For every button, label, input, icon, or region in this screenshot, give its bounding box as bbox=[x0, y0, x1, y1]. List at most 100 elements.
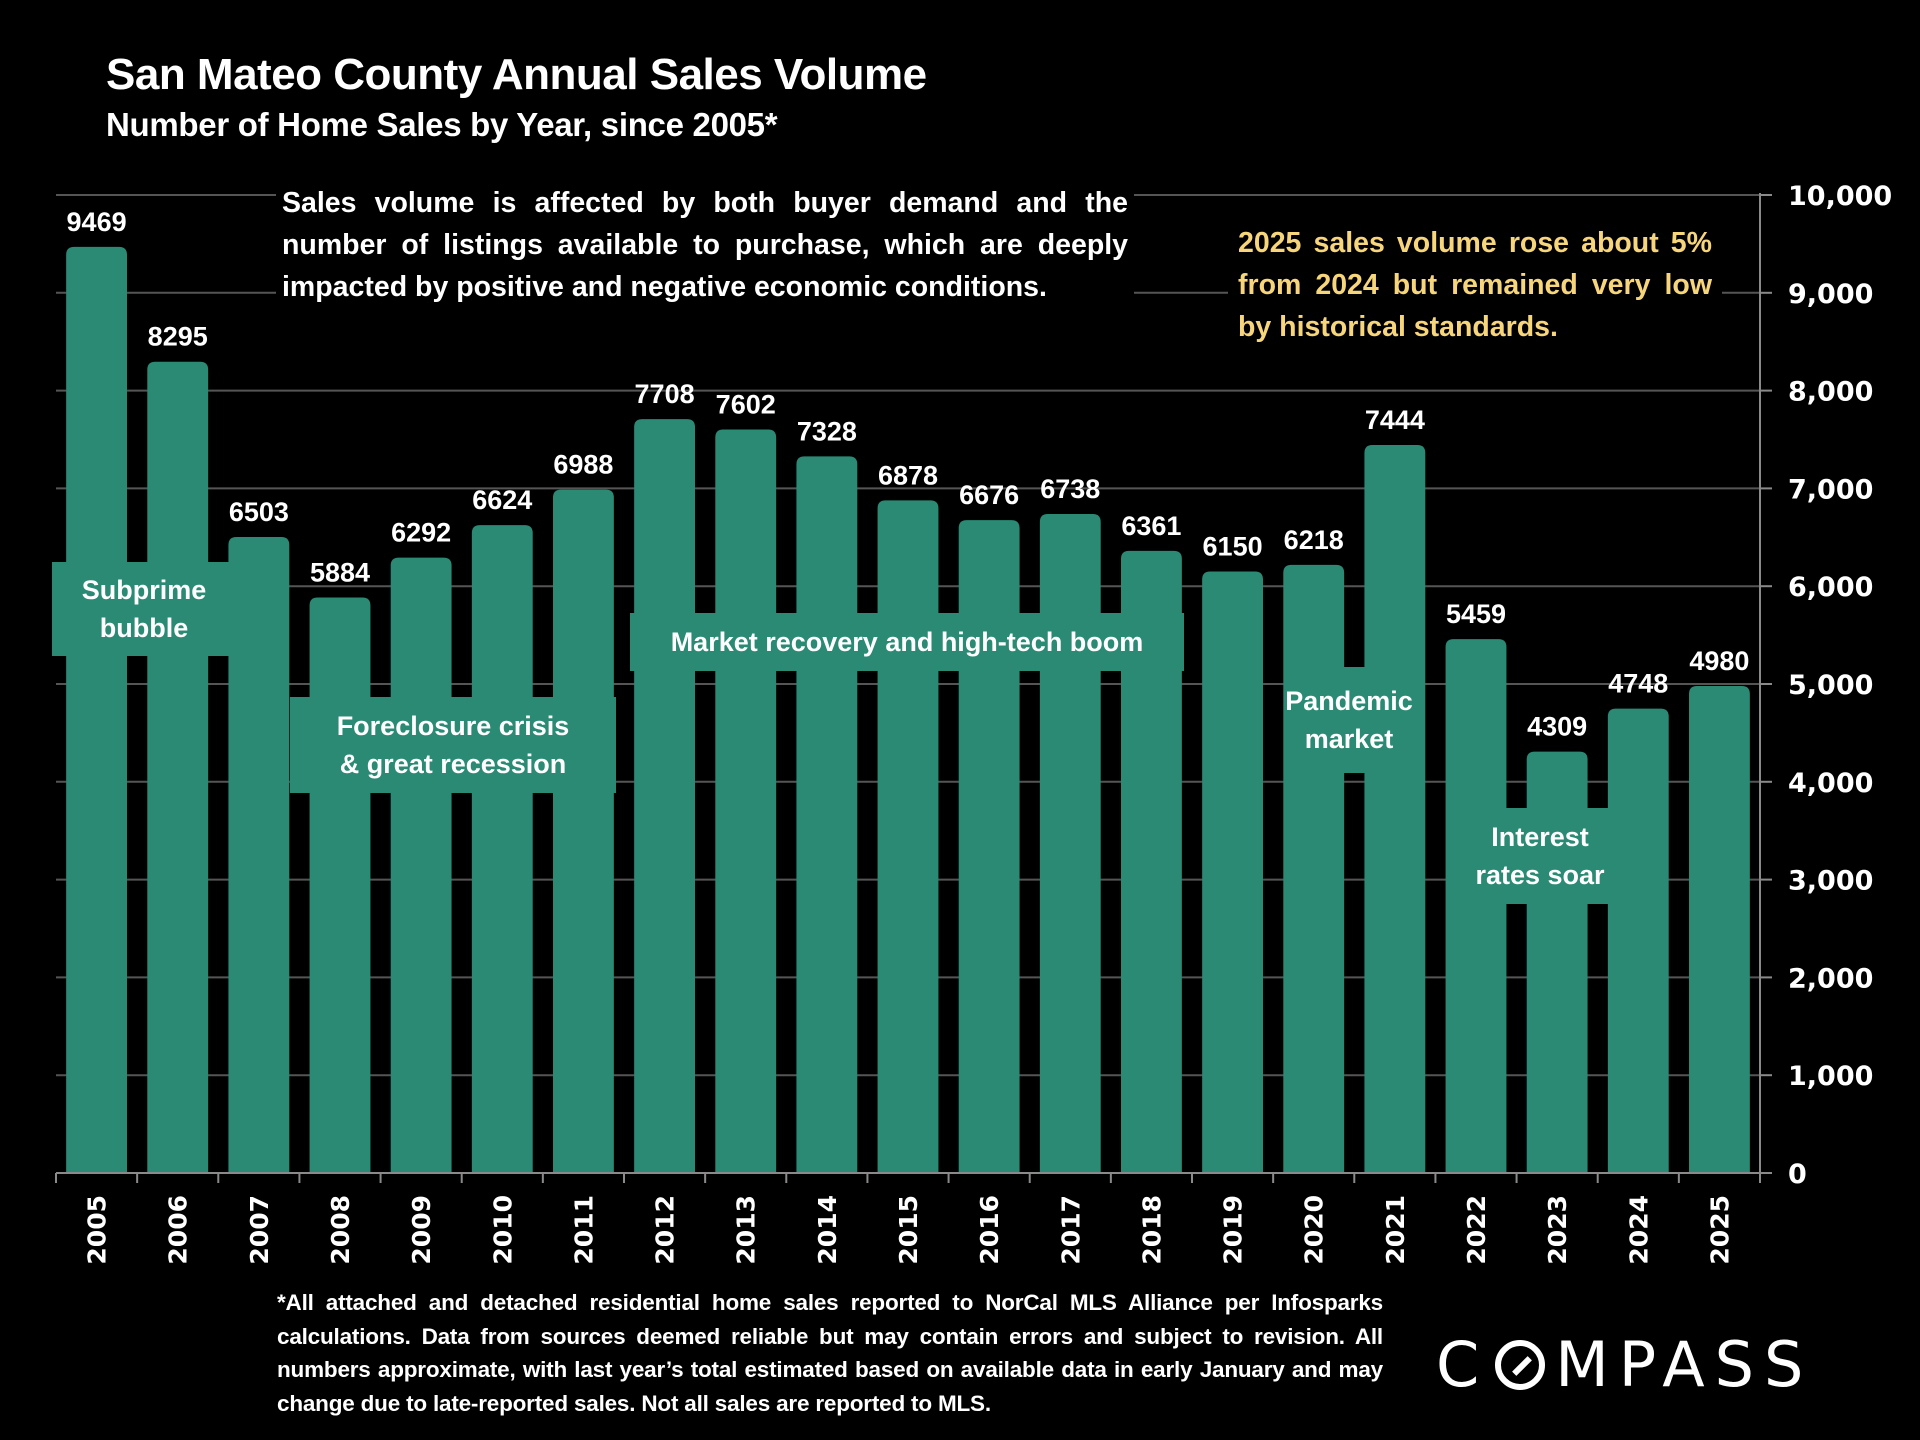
logo-letter: C bbox=[1436, 1328, 1490, 1401]
bar bbox=[1283, 564, 1345, 1173]
data-label: 6676 bbox=[959, 480, 1019, 510]
bar bbox=[1039, 514, 1101, 1173]
bar bbox=[228, 537, 290, 1173]
compass-logo: C MPASS bbox=[1436, 1328, 1813, 1401]
annotation-line: Market recovery and high-tech boom bbox=[670, 627, 1144, 657]
data-label: 7444 bbox=[1365, 405, 1425, 435]
annotation-subprime-bubble: Subprime bubble bbox=[52, 562, 236, 656]
context-note: Sales volume is affected by both buyer d… bbox=[276, 182, 1134, 308]
bar bbox=[1607, 708, 1669, 1173]
annotation-line: market bbox=[1304, 724, 1394, 754]
annotation-market-recovery: Market recovery and high-tech boom bbox=[630, 613, 1184, 671]
x-tick-label: 2016 bbox=[975, 1195, 1004, 1265]
annotation-line: Interest bbox=[1491, 822, 1589, 852]
bar bbox=[309, 597, 371, 1173]
bar bbox=[1364, 444, 1426, 1173]
x-tick-label: 2010 bbox=[488, 1195, 517, 1265]
x-tick-label: 2022 bbox=[1462, 1195, 1491, 1265]
bar bbox=[796, 456, 858, 1173]
data-label: 5884 bbox=[310, 558, 370, 588]
x-tick-label: 2015 bbox=[894, 1195, 923, 1265]
x-tick-label: 2008 bbox=[326, 1195, 355, 1265]
x-tick-label: 2005 bbox=[83, 1195, 112, 1265]
x-tick-label: 2025 bbox=[1705, 1195, 1734, 1265]
x-tick-label: 2019 bbox=[1219, 1195, 1248, 1265]
data-label: 7602 bbox=[716, 390, 776, 420]
annotation-interest-rates-soar: Interest rates soar bbox=[1466, 808, 1614, 904]
data-label: 6503 bbox=[229, 497, 289, 527]
bar bbox=[390, 557, 452, 1173]
bar bbox=[1689, 685, 1750, 1173]
y-tick-label: 6,000 bbox=[1788, 572, 1873, 603]
footnote: *All attached and detached residential h… bbox=[277, 1290, 1383, 1416]
x-tick-label: 2012 bbox=[651, 1195, 680, 1265]
bar bbox=[1445, 639, 1507, 1173]
data-label: 4980 bbox=[1689, 646, 1749, 676]
annotation-line: bubble bbox=[99, 613, 189, 643]
data-label: 9469 bbox=[67, 207, 127, 237]
bar bbox=[1202, 571, 1263, 1173]
y-tick-label: 3,000 bbox=[1788, 866, 1873, 897]
data-label: 6292 bbox=[391, 518, 451, 548]
x-tick-label: 2013 bbox=[732, 1195, 761, 1265]
bar bbox=[147, 361, 209, 1173]
y-tick-label: 7,000 bbox=[1788, 474, 1873, 505]
x-tick-label: 2020 bbox=[1300, 1195, 1329, 1265]
x-tick-label: 2023 bbox=[1543, 1195, 1572, 1265]
data-label: 4748 bbox=[1608, 669, 1668, 699]
compass-o-icon bbox=[1495, 1339, 1546, 1390]
chart-subtitle: Number of Home Sales by Year, since 2005… bbox=[106, 106, 778, 143]
bar bbox=[1121, 550, 1182, 1173]
data-label: 5459 bbox=[1446, 599, 1506, 629]
y-tick-label: 9,000 bbox=[1788, 279, 1873, 310]
annotation-line: Subprime bbox=[81, 575, 207, 605]
x-tick-label: 2007 bbox=[245, 1195, 274, 1265]
y-axis: 0 1,000 2,000 3,000 4,000 5,000 6,000 7,000 8,00… bbox=[1759, 181, 1892, 1190]
data-label: 6878 bbox=[878, 460, 938, 490]
data-label: 4309 bbox=[1527, 712, 1587, 742]
logo-letters: MPASS bbox=[1555, 1328, 1814, 1401]
data-label: 6988 bbox=[553, 450, 613, 480]
y-tick-label: 8,000 bbox=[1788, 377, 1873, 408]
highlight-note: 2025 sales volume rose about 5% from 202… bbox=[1228, 222, 1722, 348]
bar bbox=[553, 489, 614, 1173]
annotation-line: & great recession bbox=[339, 749, 567, 779]
annotation-line: rates soar bbox=[1475, 860, 1605, 890]
annotation-line: Foreclosure crisis bbox=[336, 711, 570, 741]
x-tick-label: 2011 bbox=[569, 1195, 598, 1265]
data-label: 7328 bbox=[797, 416, 857, 446]
x-axis: 2005 2006 2007 2008 2009 2010 2011 2012 2013 2014… bbox=[55, 1172, 1770, 1265]
x-tick-label: 2021 bbox=[1381, 1195, 1410, 1265]
data-label: 6150 bbox=[1203, 532, 1263, 562]
annotation-foreclosure-crisis: Foreclosure crisis & great recession bbox=[290, 697, 616, 793]
x-tick-label: 2009 bbox=[407, 1195, 436, 1265]
bar bbox=[715, 429, 777, 1173]
x-tick-label: 2006 bbox=[164, 1195, 193, 1265]
data-label: 6624 bbox=[472, 485, 532, 515]
bar bbox=[634, 419, 695, 1173]
data-label: 6738 bbox=[1040, 474, 1100, 504]
x-tick-label: 2014 bbox=[813, 1195, 842, 1265]
y-tick-label: 10,000 bbox=[1788, 181, 1892, 212]
bar bbox=[66, 246, 127, 1174]
chart-title: San Mateo County Annual Sales Volume bbox=[106, 50, 927, 99]
bar bbox=[958, 520, 1020, 1173]
y-tick-label: 0 bbox=[1788, 1159, 1807, 1190]
y-tick-label: 2,000 bbox=[1788, 963, 1873, 994]
data-label: 8295 bbox=[148, 322, 208, 352]
data-label: 7708 bbox=[635, 379, 695, 409]
x-tick-label: 2018 bbox=[1137, 1195, 1166, 1265]
annotation-pandemic-market: Pandemic market bbox=[1285, 667, 1413, 773]
x-tick-label: 2024 bbox=[1624, 1195, 1653, 1265]
bar bbox=[471, 525, 533, 1173]
x-tick-label: 2017 bbox=[1056, 1195, 1085, 1265]
data-label: 6361 bbox=[1121, 511, 1181, 541]
bar bbox=[877, 500, 939, 1173]
y-tick-label: 1,000 bbox=[1788, 1061, 1873, 1092]
data-label: 6218 bbox=[1284, 525, 1344, 555]
y-tick-label: 4,000 bbox=[1788, 768, 1873, 799]
annotation-line: Pandemic bbox=[1285, 686, 1413, 716]
y-tick-label: 5,000 bbox=[1788, 670, 1873, 701]
data-labels: 9469 8295 6503 5884 6292 6624 6988 7708 7602 7328… bbox=[67, 207, 1750, 742]
